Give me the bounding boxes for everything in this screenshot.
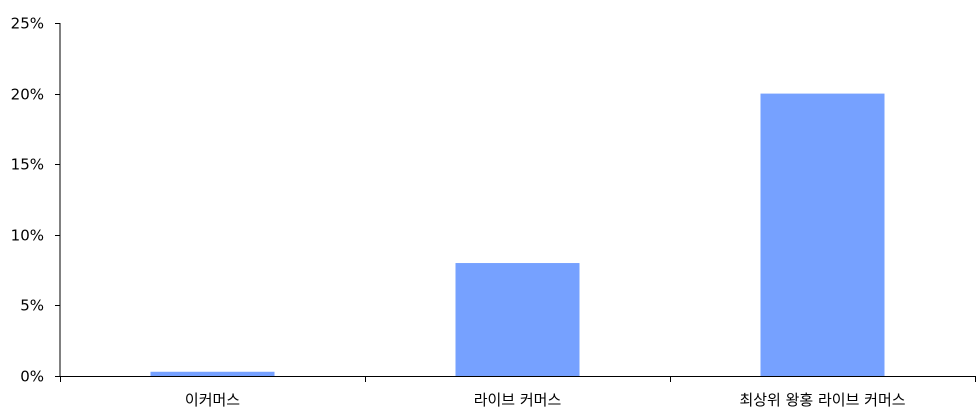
y-tick-label: 15% [11, 156, 44, 174]
bar [760, 93, 885, 376]
x-tick-label: 이커머스 [185, 391, 240, 408]
bar [455, 263, 580, 376]
x-axis: 이커머스 라이브 커머스 최상위 왕홍 라이브 커머스 [60, 376, 976, 409]
y-tick-label: 5% [20, 297, 44, 315]
x-tick-label: 라이브 커머스 [474, 391, 562, 408]
bars [150, 93, 885, 376]
bar [150, 371, 275, 376]
y-tick-label: 25% [11, 15, 44, 33]
y-tick-label: 20% [11, 86, 44, 104]
x-tick-label: 최상위 왕홍 라이브 커머스 [739, 391, 905, 408]
y-tick-label: 10% [11, 227, 44, 245]
y-axis: 0% 5% 10% 15% 20% 25% [11, 15, 61, 386]
y-tick-label: 0% [20, 368, 44, 386]
